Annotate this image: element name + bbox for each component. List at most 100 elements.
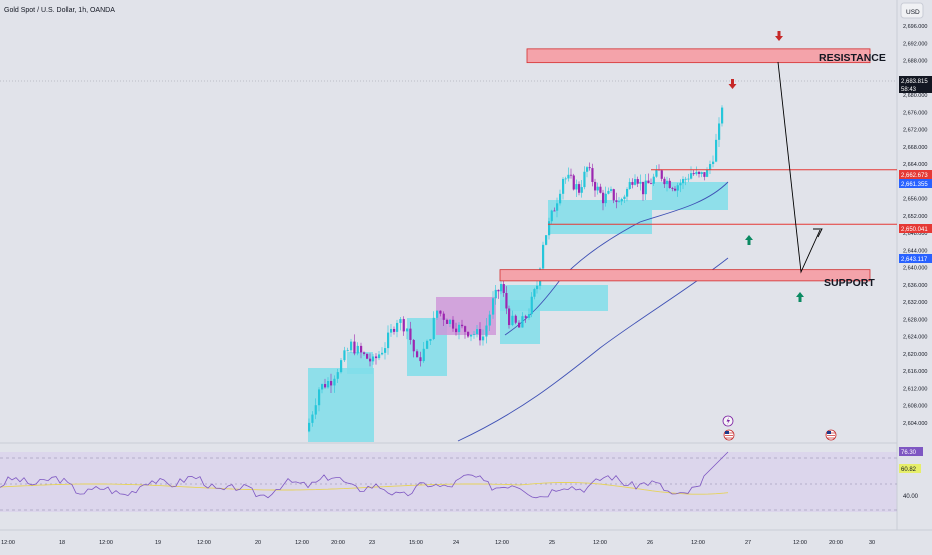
candle-body — [636, 179, 639, 184]
candle-body — [360, 345, 363, 353]
rsi-value: 76.30 — [901, 450, 917, 456]
candle-body — [378, 354, 381, 359]
time-tick-label: 30 — [869, 540, 875, 546]
candle-body — [363, 352, 366, 354]
candle-body — [647, 180, 650, 184]
candle-body — [387, 332, 390, 349]
zones — [499, 48, 871, 282]
candle-body — [618, 201, 621, 203]
candle-body — [497, 289, 500, 292]
time-tick-label: 15:00 — [409, 540, 423, 546]
time-tick-label: 25 — [549, 540, 555, 546]
rsi-pane[interactable]: 76.30 60.82 40.00 — [0, 447, 923, 511]
candle-body — [508, 308, 511, 326]
candle-body — [655, 169, 658, 177]
candle-body — [500, 284, 503, 292]
us-flag-event-icon[interactable] — [723, 429, 735, 441]
candle-body — [567, 174, 570, 179]
time-tick-label: 12:00 — [295, 540, 309, 546]
candle-body — [712, 161, 715, 165]
candle-body — [375, 356, 378, 359]
candle-body — [452, 319, 455, 329]
time-tick-label: 12:00 — [99, 540, 113, 546]
time-tick-label: 23 — [369, 540, 375, 546]
highlight-regions — [308, 182, 728, 442]
candle-body — [570, 174, 573, 176]
time-tick-label: 12:00 — [197, 540, 211, 546]
candle-body — [321, 384, 324, 390]
time-tick-label: 12:00 — [691, 540, 705, 546]
price-tick-label: 2,668.000 — [903, 145, 927, 151]
ma-slow-line — [457, 257, 729, 442]
level-1-value: 2,662.673 — [901, 173, 928, 179]
price-tick-label: 2,616.000 — [903, 369, 927, 375]
us-flag-event-icon[interactable] — [825, 429, 837, 441]
candle-body — [695, 171, 698, 175]
projection-line — [777, 61, 821, 274]
candle-body — [464, 326, 467, 332]
candle-body — [524, 316, 527, 318]
candle-body — [436, 310, 439, 318]
currency-button[interactable]: USD — [900, 2, 924, 19]
price-tick-label: 2,612.000 — [903, 386, 927, 392]
candle-body — [442, 313, 445, 320]
candle-body — [429, 339, 432, 341]
candle-body — [703, 172, 706, 177]
level-3-tag: 2,650.041 — [899, 224, 932, 233]
candle-body — [721, 107, 724, 124]
candle-body — [596, 186, 599, 191]
candle-body — [518, 322, 521, 328]
price-tick-label: 2,652.000 — [903, 214, 927, 220]
candle-body — [399, 319, 402, 323]
candle-body — [327, 380, 330, 388]
time-tick-label: 24 — [453, 540, 459, 546]
rsi-band — [0, 452, 897, 512]
candle-body — [432, 317, 435, 340]
candle-body — [564, 178, 567, 180]
candle-body — [446, 319, 449, 324]
candle-body — [502, 284, 505, 294]
candle-body — [610, 189, 613, 191]
teal-fill-region — [308, 368, 374, 442]
rsi-value-tag — [899, 447, 923, 456]
candle-body — [530, 296, 533, 315]
price-tick-label: 2,648.000 — [903, 231, 927, 237]
candle-body — [679, 183, 682, 186]
level-4-tag: 2,643.117 — [899, 254, 932, 263]
candle-body — [369, 358, 372, 362]
time-tick-label: 20:00 — [829, 540, 843, 546]
rsi-line — [0, 451, 729, 499]
candle-body — [682, 179, 685, 184]
candle-body — [402, 319, 405, 332]
rsi-ma-tag — [899, 464, 921, 473]
support-zone[interactable] — [499, 269, 871, 282]
candle-body — [668, 180, 671, 189]
candle-body — [607, 190, 610, 194]
candle-body — [482, 336, 485, 341]
candle-body — [626, 188, 629, 197]
candle-body — [663, 178, 666, 185]
candle-body — [533, 289, 536, 297]
lightning-event-icon[interactable] — [722, 415, 734, 427]
candle-body — [586, 167, 589, 172]
candle-body — [409, 328, 412, 340]
level-2-tag: 2,661.355 — [899, 179, 932, 188]
candle-body — [346, 350, 349, 352]
candle-body — [353, 341, 356, 354]
candle-body — [639, 181, 642, 184]
price-tick-label: 2,676.000 — [903, 110, 927, 116]
price-tick-label: 2,672.000 — [903, 128, 927, 134]
projection-arrowhead — [813, 228, 823, 238]
last-price-value: 2,683.815 — [901, 79, 928, 85]
resistance-zone[interactable] — [526, 48, 871, 64]
candle-body — [559, 193, 562, 204]
candle-body — [381, 352, 384, 355]
rsi-ma-line — [0, 482, 729, 495]
candle-body — [599, 186, 602, 193]
price-tick-label: 2,624.000 — [903, 335, 927, 341]
time-axis[interactable]: 12:00 18 12:00 19 12:00 20 12:00 20:00 23 15:00 24… — [1, 540, 875, 546]
price-tick-label: 2,604.000 — [903, 421, 927, 427]
price-tick-label: 2,628.000 — [903, 317, 927, 323]
candle-body — [308, 422, 311, 432]
